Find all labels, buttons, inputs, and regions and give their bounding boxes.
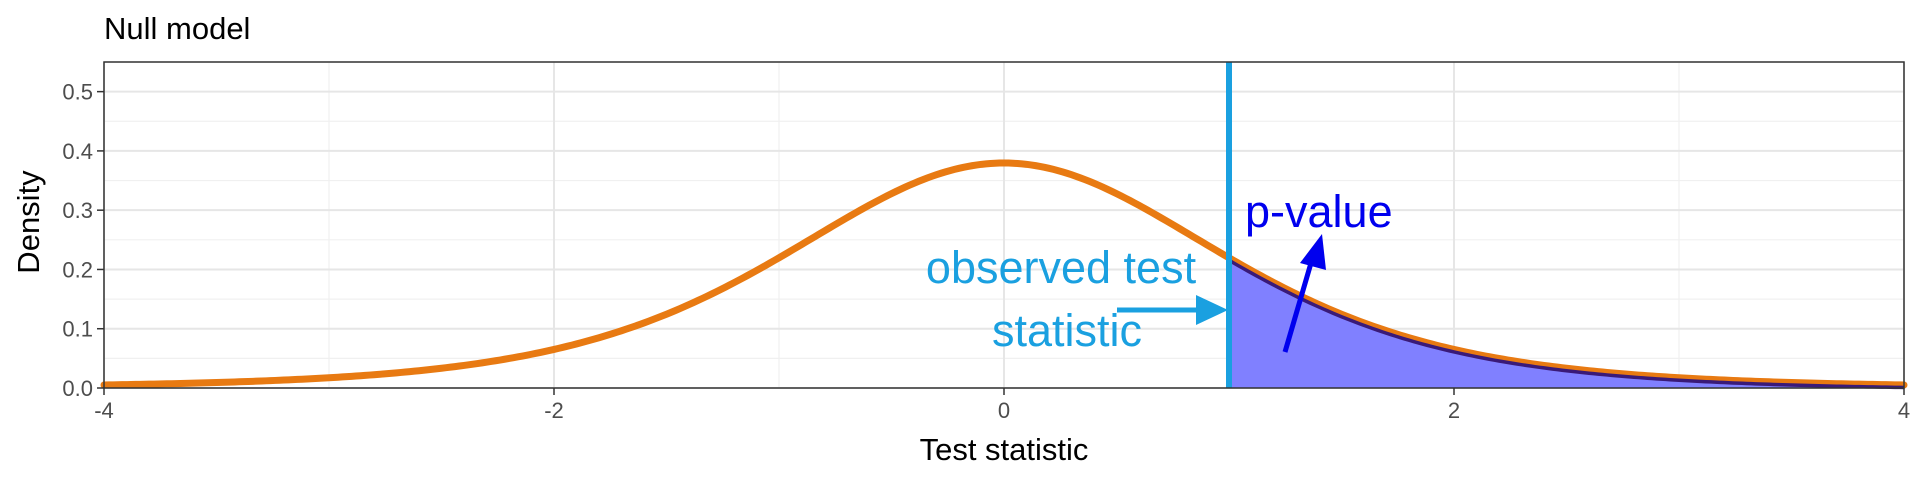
y-tick-label: 0.1 (62, 317, 93, 342)
x-tick-label: -4 (94, 398, 114, 423)
x-tick-label: 4 (1898, 398, 1910, 423)
y-tick-label: 0.0 (62, 376, 93, 401)
x-axis-title: Test statistic (920, 432, 1089, 467)
x-tick-label: 0 (998, 398, 1010, 423)
y-tick-label: 0.4 (62, 139, 93, 164)
observed-arrow-head (1196, 295, 1228, 325)
p-value-area-edge (1228, 258, 1905, 390)
p-value-label: p-value (1245, 186, 1393, 237)
p-value-region (1229, 257, 1904, 388)
observed-annotation-line-2: statistic (992, 305, 1142, 356)
y-tick-label: 0.5 (62, 80, 93, 105)
y-axis-ticks: 0.0 0.1 0.2 0.3 0.4 0.5 (62, 80, 104, 401)
observed-annotation-line-1: observed test (926, 242, 1197, 293)
x-tick-label: 2 (1448, 398, 1460, 423)
chart-title: Null model (104, 11, 250, 46)
p-value-arrow-shaft (1282, 262, 1314, 353)
x-tick-label: -2 (544, 398, 564, 423)
observed-annotation: observed test statistic (926, 242, 1197, 356)
annotation-arrows (1117, 234, 1326, 353)
p-value-arrow-head (1300, 234, 1326, 270)
y-axis-title: Density (11, 170, 46, 274)
density-curve-layer (100, 159, 1908, 390)
p-value-area (1229, 257, 1904, 388)
x-axis-ticks: -4 -2 0 2 4 (94, 388, 1910, 423)
y-tick-label: 0.2 (62, 257, 93, 282)
density-curve (100, 159, 1908, 389)
y-tick-label: 0.3 (62, 198, 93, 223)
